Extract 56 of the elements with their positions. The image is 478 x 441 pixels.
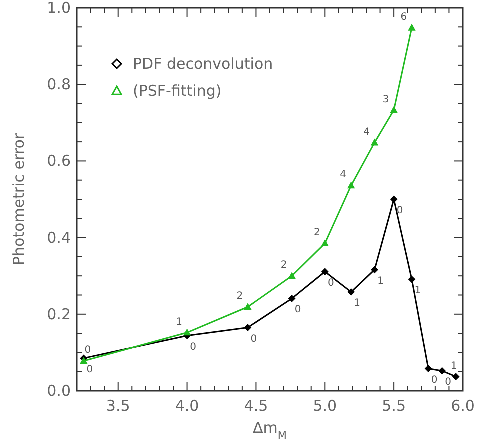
- x-axis-title: Δm$_{M}$: [253, 419, 287, 441]
- x-tick-label: 6.0: [451, 397, 475, 415]
- point: [348, 288, 355, 296]
- point: [408, 276, 416, 284]
- point: [244, 304, 252, 310]
- point: [80, 358, 88, 364]
- point: [184, 329, 191, 336]
- annotation: 0: [250, 334, 258, 345]
- y-tick-label: 0.6: [47, 152, 71, 170]
- annotation: 1: [176, 316, 182, 328]
- x-tick-label: 4.0: [175, 397, 200, 415]
- annotation: 1: [354, 298, 361, 310]
- annotation: 2: [236, 291, 244, 302]
- annotation: 0: [445, 377, 452, 388]
- x-tick-label: 5.5: [382, 397, 406, 415]
- y-axis-title: Photometric error: [10, 132, 28, 266]
- point: [408, 24, 416, 31]
- y-tick-label: 1.0: [47, 0, 71, 17]
- point: [452, 373, 460, 380]
- annotation: 3: [382, 94, 390, 106]
- annotation: 0: [190, 342, 196, 353]
- annotation: 0: [86, 364, 94, 376]
- point: [390, 106, 398, 114]
- point: [348, 182, 355, 189]
- point: [288, 295, 296, 302]
- y-tick-label: 0.2: [47, 305, 71, 324]
- annotation: 4: [340, 170, 347, 181]
- point: [322, 240, 329, 246]
- x-tick-label: 3.5: [106, 397, 130, 415]
- point: [288, 272, 296, 279]
- legend-label: (PSF-fitting): [133, 82, 222, 100]
- annotation: 1: [414, 286, 422, 297]
- annotation: 0: [84, 345, 92, 356]
- point: [438, 368, 446, 375]
- y-tick-label: 0.8: [47, 76, 71, 94]
- point: [371, 139, 378, 146]
- x-tick-label: 5.0: [313, 397, 338, 415]
- point: [390, 196, 398, 203]
- legend-label: PDF deconvolution: [133, 55, 274, 73]
- point: [425, 365, 432, 372]
- annotation: 6: [400, 12, 408, 23]
- point: [371, 266, 378, 274]
- y-tick-label: 0.4: [47, 228, 71, 247]
- annotation: 4: [364, 126, 370, 138]
- point: [244, 324, 252, 332]
- x-tick-label: 4.5: [244, 397, 268, 415]
- y-tick-label: 0.0: [47, 382, 71, 400]
- annotation: 0: [328, 278, 334, 289]
- point: [322, 268, 329, 276]
- annotation: 2: [314, 228, 320, 239]
- annotation: 0: [294, 304, 302, 316]
- annotation: 0: [396, 206, 404, 216]
- annotation: 1: [450, 360, 458, 372]
- annotation: 0: [431, 374, 438, 386]
- annotation: 2: [280, 260, 288, 272]
- annotation: 1: [378, 276, 384, 287]
